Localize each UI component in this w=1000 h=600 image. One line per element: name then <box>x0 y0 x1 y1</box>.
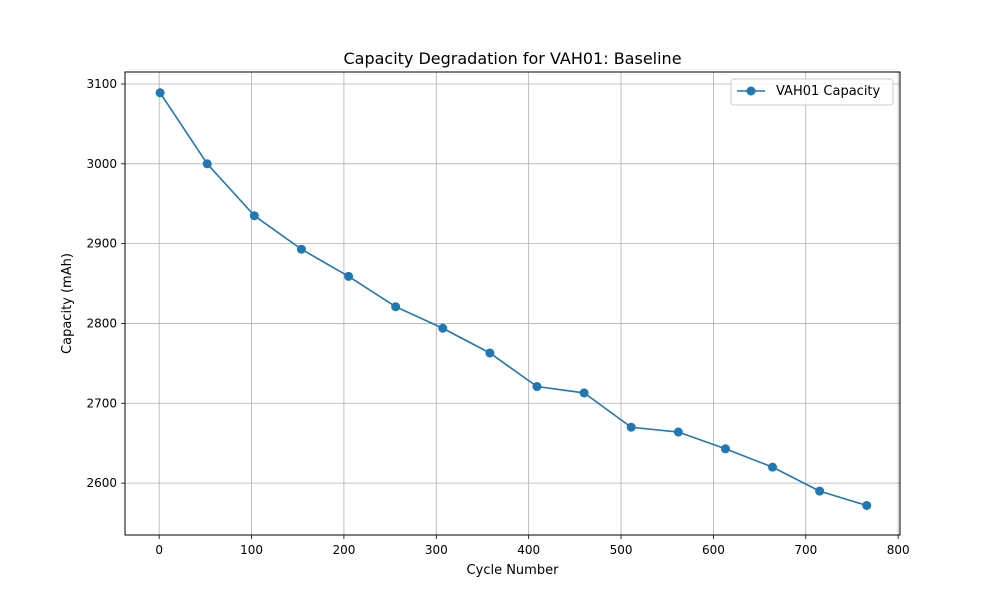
y-tick-label: 2800 <box>86 316 117 330</box>
data-point <box>673 427 683 437</box>
legend-marker-swatch <box>746 86 756 96</box>
data-point <box>532 382 542 392</box>
series-line <box>159 92 867 507</box>
x-tick-label: 700 <box>794 543 817 557</box>
x-tick-label: 400 <box>517 543 540 557</box>
y-tick-label: 3000 <box>86 157 117 171</box>
x-axis-label: Cycle Number <box>467 563 560 578</box>
data-point <box>485 348 495 358</box>
series-layer <box>155 88 872 510</box>
data-point <box>815 486 825 496</box>
legend-box <box>730 78 894 106</box>
y-tick-label: 2600 <box>86 476 117 490</box>
x-tick-label: 600 <box>702 543 725 557</box>
x-tick-label: 200 <box>332 543 355 557</box>
data-point <box>249 211 259 221</box>
chart-title: Capacity Degradation for VAH01: Baseline <box>343 49 681 68</box>
legend: VAH01 Capacity <box>730 78 894 106</box>
x-tick-label: 800 <box>887 543 910 557</box>
data-point <box>720 444 730 454</box>
data-point <box>344 271 354 281</box>
plot-frame <box>124 71 901 536</box>
y-tick-label: 3100 <box>86 77 117 91</box>
y-tick-label: 2700 <box>86 396 117 410</box>
data-point <box>155 88 165 98</box>
data-point <box>202 159 212 169</box>
data-point <box>296 244 306 254</box>
y-axis-label: Capacity (mAh) <box>60 253 75 354</box>
legend-label: VAH01 Capacity <box>776 84 881 99</box>
data-point <box>438 323 448 333</box>
data-point <box>626 422 636 432</box>
data-point <box>768 462 778 472</box>
y-tick-label: 2900 <box>86 237 117 251</box>
x-tick-label: 100 <box>240 543 263 557</box>
x-tick-label: 500 <box>610 543 633 557</box>
data-point <box>391 302 401 312</box>
data-point <box>862 500 872 510</box>
ticks: 0 100 200 300 400 500 600 700 800 2600 2700 2800 290… <box>86 77 909 557</box>
x-tick-label: 300 <box>425 543 448 557</box>
data-point <box>579 388 589 398</box>
x-tick-label: 0 <box>155 543 163 557</box>
grid <box>125 72 900 535</box>
